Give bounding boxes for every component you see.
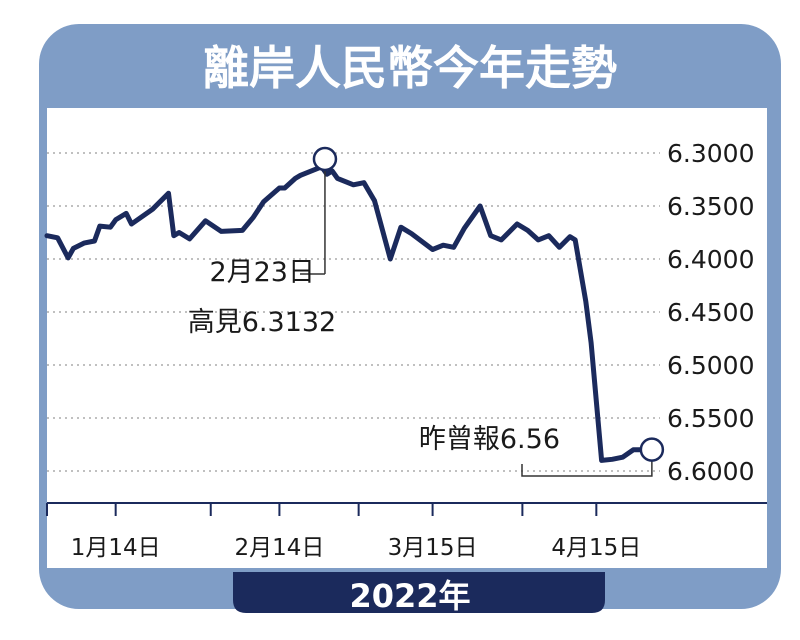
year-pill <box>233 572 605 613</box>
y-tick-label: 6.5500 <box>667 404 754 433</box>
year-label: 2022年 <box>349 577 470 615</box>
y-tick-label: 6.5000 <box>667 351 754 380</box>
annotation-high-value: 高見6.3132 <box>188 307 336 338</box>
x-tick-label: 4月15日 <box>551 535 641 561</box>
gridlines <box>47 152 660 472</box>
y-tick-label: 6.3000 <box>667 139 754 168</box>
x-axis-band <box>47 503 767 568</box>
x-axis: 1月14日 2月14日 3月15日 4月15日 <box>46 503 641 561</box>
x-tick-label: 3月15日 <box>388 535 478 561</box>
annotation-high-date: 2月23日 <box>209 257 315 288</box>
y-tick-label: 6.6000 <box>667 457 754 486</box>
plot-area <box>47 108 767 503</box>
series-line <box>44 164 647 463</box>
y-tick-label: 6.3500 <box>667 192 754 221</box>
x-tick-label: 1月14日 <box>71 535 161 561</box>
chart-title: 離岸人民幣今年走勢 <box>203 41 617 95</box>
annotation-latest-leader <box>521 460 653 477</box>
annotation-latest-text: 昨曾報6.56 <box>419 424 560 455</box>
y-axis: 6.3000 6.3500 6.4000 6.4500 6.5000 6.5500 6.60… <box>667 139 754 486</box>
y-tick-label: 6.4000 <box>667 245 754 274</box>
annotation-latest-marker <box>639 437 665 462</box>
annotation-high-marker <box>312 146 338 172</box>
x-tick-label: 2月14日 <box>234 535 324 561</box>
y-tick-label: 6.4500 <box>667 298 754 327</box>
